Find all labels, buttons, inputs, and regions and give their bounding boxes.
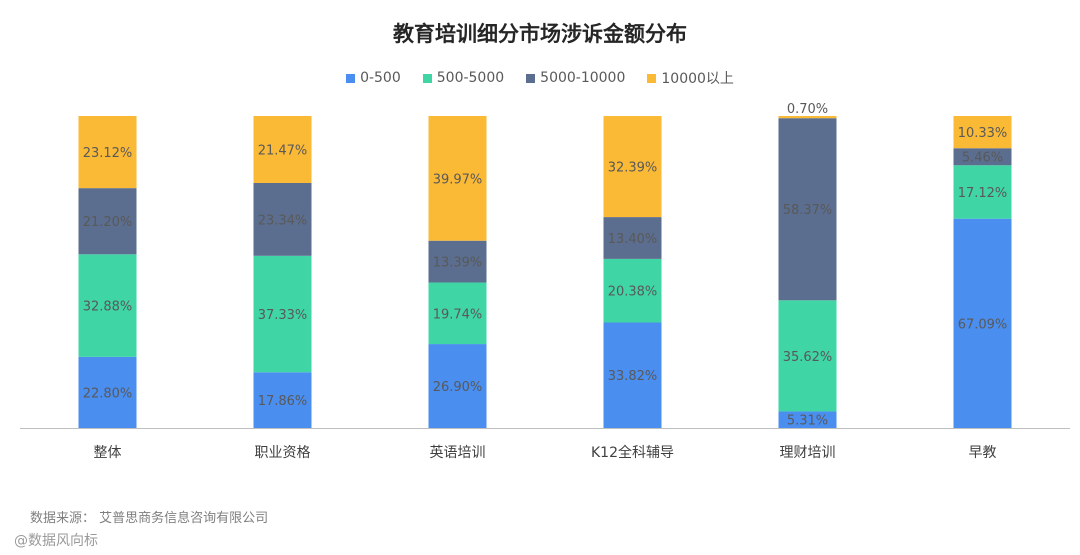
bar-segment	[953, 116, 1012, 149]
x-tick-label: 职业资格	[255, 445, 311, 461]
data-label: 17.86%	[258, 394, 308, 409]
data-label: 5.31%	[787, 414, 828, 429]
legend-label: 5000-10000	[540, 70, 626, 86]
bar-segment	[253, 255, 312, 373]
legend-label: 10000以上	[661, 71, 734, 87]
legend-swatch	[647, 73, 657, 83]
data-label: 32.39%	[608, 161, 658, 176]
legend: 0-500 500-5000 5000-10000 10000以上	[0, 68, 1080, 88]
data-label: 20.38%	[608, 285, 658, 300]
plot-area: 22.80% 32.88% 21.20% 23.12% 整体 17.86% 37.33% 23…	[20, 102, 1070, 461]
data-label: 21.47%	[258, 143, 308, 158]
bar-segment	[778, 118, 837, 301]
bar-segment	[603, 322, 662, 428]
bar-segment	[428, 240, 487, 283]
data-label: 13.40%	[608, 232, 658, 247]
legend-swatch	[346, 73, 356, 83]
bar-segment	[603, 116, 662, 218]
data-label: 19.74%	[433, 307, 483, 322]
bar-segment	[78, 116, 137, 189]
data-label: 33.82%	[608, 369, 658, 384]
bar-segment	[428, 282, 487, 345]
legend-label: 500-5000	[436, 70, 505, 86]
data-label: 35.62%	[783, 350, 833, 365]
legend-item: 500-5000	[422, 68, 505, 88]
bar-segment	[953, 165, 1012, 219]
watermark-label: @数据风向标	[14, 533, 98, 549]
data-label: 13.39%	[433, 256, 483, 271]
bar-segment	[78, 356, 137, 428]
x-tick-label: K12全科辅导	[591, 444, 674, 461]
bar-segment	[778, 116, 837, 119]
legend-item: 5000-10000	[526, 68, 625, 88]
x-tick-label: 理财培训	[780, 445, 836, 461]
bar-segment	[253, 372, 312, 428]
data-label: 0.70%	[787, 102, 828, 117]
data-label: 5.46%	[962, 151, 1003, 166]
bar-segment	[778, 300, 837, 412]
data-label: 17.12%	[958, 186, 1008, 201]
data-label: 67.09%	[958, 317, 1008, 332]
bar-segment	[603, 217, 662, 259]
bar-segment	[428, 344, 487, 428]
bar-segment	[428, 116, 487, 241]
bar-segment	[953, 148, 1012, 166]
data-label: 10.33%	[958, 126, 1008, 141]
bar-segment	[253, 182, 312, 256]
data-label: 23.12%	[83, 146, 133, 161]
legend-label: 0-500	[360, 70, 401, 86]
bar-segment	[253, 116, 312, 183]
legend-swatch	[422, 73, 432, 83]
legend-swatch	[526, 73, 536, 83]
data-label: 22.80%	[83, 386, 133, 401]
x-tick-label: 早教	[969, 445, 997, 461]
data-label: 37.33%	[258, 308, 308, 323]
bar-segment	[78, 254, 137, 357]
legend-item: 0-500	[346, 68, 401, 88]
x-tick-label: 英语培训	[430, 444, 486, 461]
data-label: 32.88%	[83, 300, 133, 315]
data-label: 58.37%	[783, 203, 833, 218]
bar-segment	[78, 188, 137, 255]
bar-segment	[953, 218, 1012, 428]
chart-title: 教育培训细分市场涉诉金额分布	[393, 22, 687, 46]
source-note: 数据来源： 艾普思商务信息咨询有限公司	[30, 511, 269, 526]
x-tick-label: 整体	[94, 445, 122, 461]
data-label: 39.97%	[433, 172, 483, 187]
data-label: 23.34%	[258, 213, 308, 228]
data-label: 26.90%	[433, 380, 483, 395]
bar-segment	[778, 411, 837, 428]
bar-segment	[603, 258, 662, 323]
legend-item: 10000以上	[647, 68, 734, 88]
data-label: 21.20%	[83, 215, 133, 230]
